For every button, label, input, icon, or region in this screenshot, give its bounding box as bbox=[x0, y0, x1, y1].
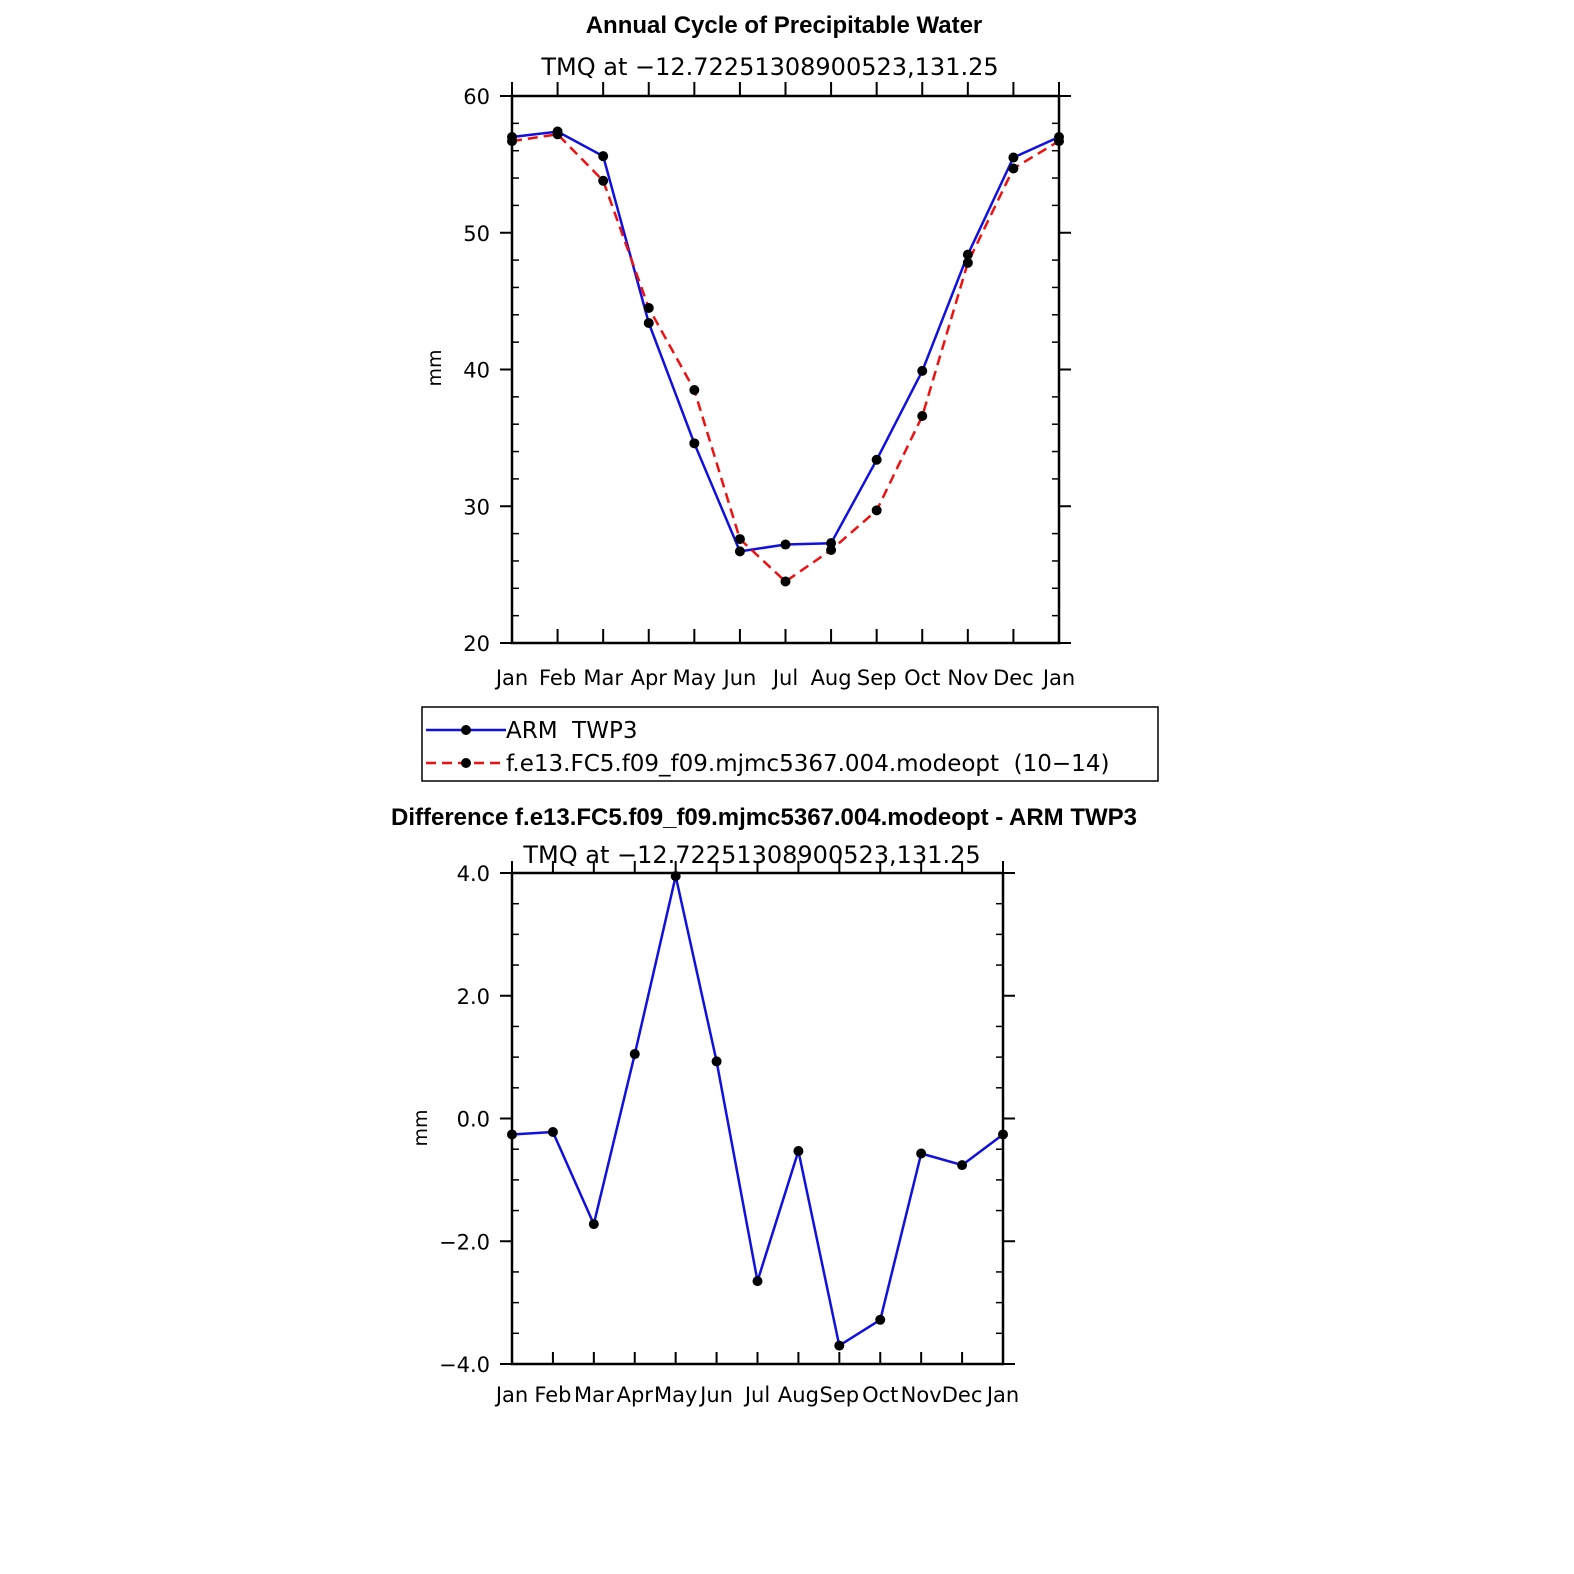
x-tick-label: Jun bbox=[698, 1383, 733, 1407]
x-tick-label: Nov bbox=[947, 666, 988, 690]
y-tick-label: −2.0 bbox=[439, 1230, 490, 1254]
data-point bbox=[752, 1276, 763, 1287]
y-tick-label: 50 bbox=[463, 222, 490, 246]
data-point bbox=[507, 136, 517, 147]
data-point bbox=[780, 576, 791, 587]
x-tick-label: Apr bbox=[631, 666, 668, 690]
x-tick-label: Jan bbox=[985, 1383, 1019, 1407]
data-point bbox=[916, 1148, 927, 1159]
x-tick-label: May bbox=[673, 666, 716, 690]
x-tick-label: Sep bbox=[820, 1383, 860, 1407]
y-tick-label: 4.0 bbox=[457, 862, 490, 886]
y-axis-label: mm bbox=[410, 1109, 432, 1146]
chart-subtitle: TMQ at −12.72251308900523,131.25 bbox=[522, 841, 980, 869]
chart-title: Difference f.e13.FC5.f09_f09.mjmc5367.00… bbox=[391, 804, 1137, 831]
legend-marker-model bbox=[461, 758, 471, 768]
x-tick-label: Dec bbox=[942, 1383, 983, 1407]
x-tick-label: Dec bbox=[993, 666, 1034, 690]
chart-title: Annual Cycle of Precipitable Water bbox=[586, 12, 983, 39]
data-point bbox=[826, 545, 837, 556]
x-tick-label: Sep bbox=[857, 666, 897, 690]
data-point bbox=[793, 1146, 804, 1157]
y-tick-label: −4.0 bbox=[439, 1353, 490, 1377]
data-point bbox=[689, 385, 700, 396]
data-point bbox=[507, 1129, 517, 1140]
y-tick-label: 60 bbox=[463, 85, 490, 109]
data-point bbox=[547, 1127, 558, 1138]
data-point bbox=[962, 257, 973, 268]
x-tick-label: Aug bbox=[811, 666, 852, 690]
x-tick-label: Feb bbox=[534, 1383, 571, 1407]
series-line-0 bbox=[511, 130, 1060, 553]
x-tick-label: Aug bbox=[778, 1383, 819, 1407]
data-point bbox=[871, 454, 882, 465]
x-tick-label: Jan bbox=[1041, 666, 1075, 690]
x-tick-label: Oct bbox=[904, 666, 940, 690]
data-point bbox=[643, 318, 654, 329]
data-point bbox=[711, 1056, 722, 1067]
data-point bbox=[1054, 136, 1064, 147]
plot-frame bbox=[510, 94, 1061, 645]
data-point bbox=[629, 1049, 640, 1060]
y-tick-label: 40 bbox=[463, 359, 490, 383]
x-tick-label: May bbox=[654, 1383, 697, 1407]
data-point bbox=[670, 871, 681, 882]
data-point bbox=[643, 302, 654, 313]
x-tick-label: Jan bbox=[494, 1383, 528, 1407]
data-point bbox=[834, 1340, 845, 1351]
plot-frame bbox=[510, 871, 1005, 1366]
difference-chart: Difference f.e13.FC5.f09_f09.mjmc5367.00… bbox=[391, 804, 1137, 1407]
x-tick-label: Nov bbox=[901, 1383, 942, 1407]
data-point bbox=[552, 129, 563, 140]
y-tick-label: 0.0 bbox=[457, 1108, 490, 1132]
legend-marker-arm bbox=[461, 725, 471, 735]
y-axis-label: mm bbox=[424, 349, 446, 386]
data-point bbox=[780, 539, 791, 550]
y-tick-label: 20 bbox=[463, 632, 490, 656]
y-tick-label: 2.0 bbox=[457, 985, 490, 1009]
data-point bbox=[917, 410, 928, 421]
data-point bbox=[998, 1129, 1008, 1140]
data-point bbox=[1008, 152, 1019, 163]
legend: ARM TWP3 f.e13.FC5.f09_f09.mjmc5367.004.… bbox=[421, 706, 1159, 782]
data-point bbox=[875, 1314, 886, 1325]
x-tick-label: Feb bbox=[539, 666, 576, 690]
data-point bbox=[689, 438, 700, 449]
x-tick-label: Jul bbox=[771, 666, 798, 690]
series-line-0 bbox=[511, 874, 1004, 1347]
legend-box bbox=[421, 706, 1159, 782]
data-point bbox=[598, 175, 609, 186]
y-tick-label: 30 bbox=[463, 495, 490, 519]
x-tick-label: Jun bbox=[722, 666, 757, 690]
legend-label-arm: ARM TWP3 bbox=[506, 718, 637, 744]
data-point bbox=[734, 546, 745, 557]
data-point bbox=[957, 1160, 968, 1171]
x-tick-label: Oct bbox=[862, 1383, 898, 1407]
data-point bbox=[917, 365, 928, 376]
data-point bbox=[962, 249, 973, 260]
x-tick-label: Jan bbox=[494, 666, 528, 690]
x-tick-label: Apr bbox=[617, 1383, 654, 1407]
legend-label-model: f.e13.FC5.f09_f09.mjmc5367.004.modeopt (… bbox=[506, 751, 1109, 777]
x-tick-label: Mar bbox=[574, 1383, 614, 1407]
series-line-1 bbox=[511, 133, 1060, 583]
annual-cycle-chart: Annual Cycle of Precipitable Water TMQ a… bbox=[424, 12, 1075, 690]
data-point bbox=[826, 538, 837, 549]
data-point bbox=[871, 505, 882, 516]
x-tick-label: Mar bbox=[583, 666, 623, 690]
data-point bbox=[734, 534, 745, 545]
data-point bbox=[1008, 163, 1019, 174]
chart-subtitle: TMQ at −12.72251308900523,131.25 bbox=[540, 53, 998, 81]
data-point bbox=[588, 1219, 599, 1230]
data-point bbox=[598, 151, 609, 162]
x-tick-label: Jul bbox=[743, 1383, 770, 1407]
